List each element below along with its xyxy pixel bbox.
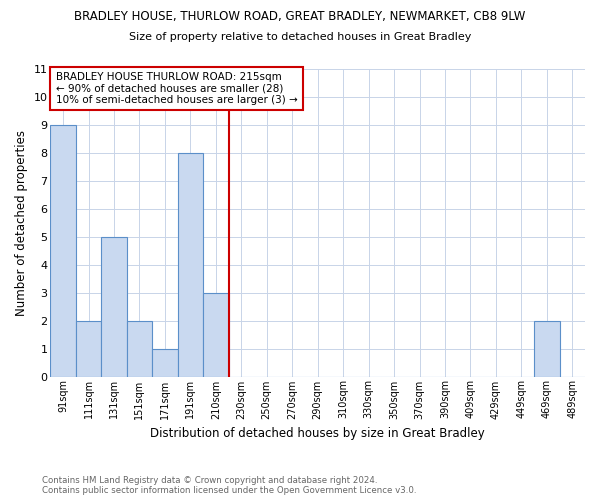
Text: BRADLEY HOUSE, THURLOW ROAD, GREAT BRADLEY, NEWMARKET, CB8 9LW: BRADLEY HOUSE, THURLOW ROAD, GREAT BRADL… (74, 10, 526, 23)
Bar (127, 320, 152, 376)
Text: Size of property relative to detached houses in Great Bradley: Size of property relative to detached ho… (129, 32, 471, 42)
X-axis label: Distribution of detached houses by size in Great Bradley: Distribution of detached houses by size … (150, 427, 485, 440)
Bar (152, 348, 178, 376)
Y-axis label: Number of detached properties: Number of detached properties (15, 130, 28, 316)
Bar (178, 153, 203, 376)
Bar (50, 125, 76, 376)
Bar (203, 292, 229, 376)
Text: Contains HM Land Registry data © Crown copyright and database right 2024.
Contai: Contains HM Land Registry data © Crown c… (42, 476, 416, 495)
Text: BRADLEY HOUSE THURLOW ROAD: 215sqm
← 90% of detached houses are smaller (28)
10%: BRADLEY HOUSE THURLOW ROAD: 215sqm ← 90%… (56, 72, 298, 106)
Bar (76, 320, 101, 376)
Bar (534, 320, 560, 376)
Bar (101, 236, 127, 376)
